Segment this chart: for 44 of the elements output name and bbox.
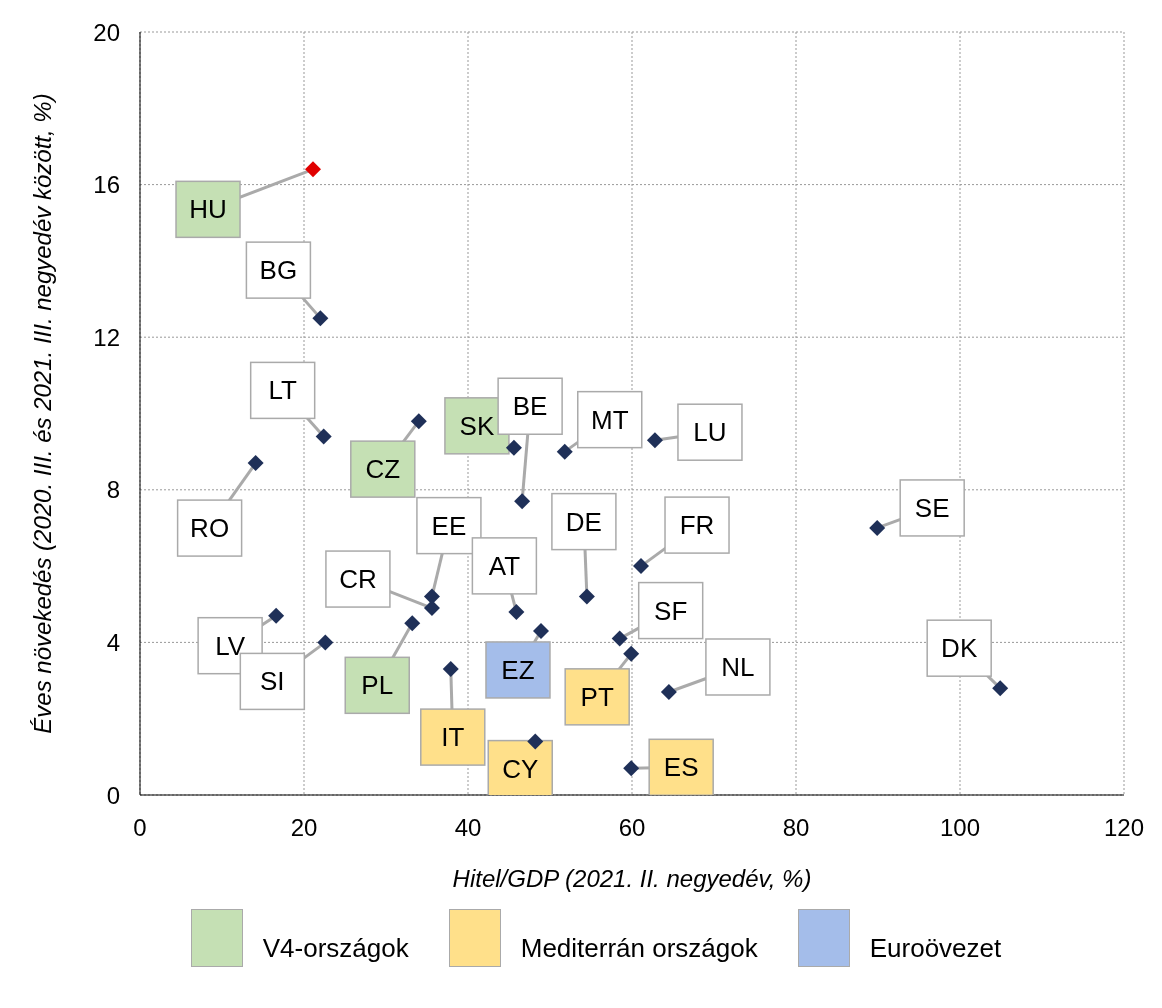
data-label: FR xyxy=(679,510,715,541)
data-label: PL xyxy=(361,670,394,701)
data-label: ES xyxy=(663,752,699,783)
x-tick-label: 120 xyxy=(1103,814,1145,842)
data-label: DK xyxy=(941,633,978,664)
x-tick-label: 60 xyxy=(618,814,646,842)
data-label: DE xyxy=(565,506,602,537)
data-label: MT xyxy=(590,404,629,435)
y-tick-label: 8 xyxy=(106,476,120,504)
y-tick-label: 20 xyxy=(93,18,120,46)
data-label: HU xyxy=(189,194,227,225)
data-label: LU xyxy=(693,417,727,448)
data-label: NL xyxy=(721,651,755,682)
text: Mediterrán országok xyxy=(520,931,758,964)
data-label: SK xyxy=(459,410,495,441)
data-label: BE xyxy=(512,391,548,422)
x-tick-label: 0 xyxy=(133,814,147,842)
text: Euroövezet xyxy=(869,931,1002,964)
data-label: PT xyxy=(580,681,614,712)
data-label: CR xyxy=(339,564,377,595)
data-label: LT xyxy=(268,375,297,406)
data-label: EZ xyxy=(501,654,535,685)
data-label: EE xyxy=(431,510,467,541)
y-tick-label: 0 xyxy=(106,781,120,809)
data-label: CZ xyxy=(365,454,401,485)
data-label: IT xyxy=(441,722,465,753)
x-tick-label: 40 xyxy=(454,814,482,842)
data-label: AT xyxy=(488,550,521,581)
x-tick-label: 80 xyxy=(782,814,810,842)
data-label: BG xyxy=(259,255,298,286)
x-axis-title: Hitel/GDP (2021. II. negyedév, %) xyxy=(452,865,812,892)
text: V4-országok xyxy=(262,931,409,964)
y-tick-label: 16 xyxy=(93,171,120,199)
y-tick-label: 12 xyxy=(93,323,120,351)
y-tick-label: 4 xyxy=(106,628,120,656)
data-label: CY xyxy=(502,753,539,784)
data-label: SI xyxy=(260,666,285,697)
data-label: RO xyxy=(190,513,230,544)
data-label: LV xyxy=(215,630,246,661)
x-tick-label: 20 xyxy=(290,814,318,842)
data-label: SE xyxy=(914,492,950,523)
x-tick-label: 100 xyxy=(939,814,981,842)
y-axis-title: Éves növekedés (2020. III. és 2021. III. negyedév között, %) xyxy=(28,93,56,734)
data-label: SF xyxy=(654,595,688,626)
